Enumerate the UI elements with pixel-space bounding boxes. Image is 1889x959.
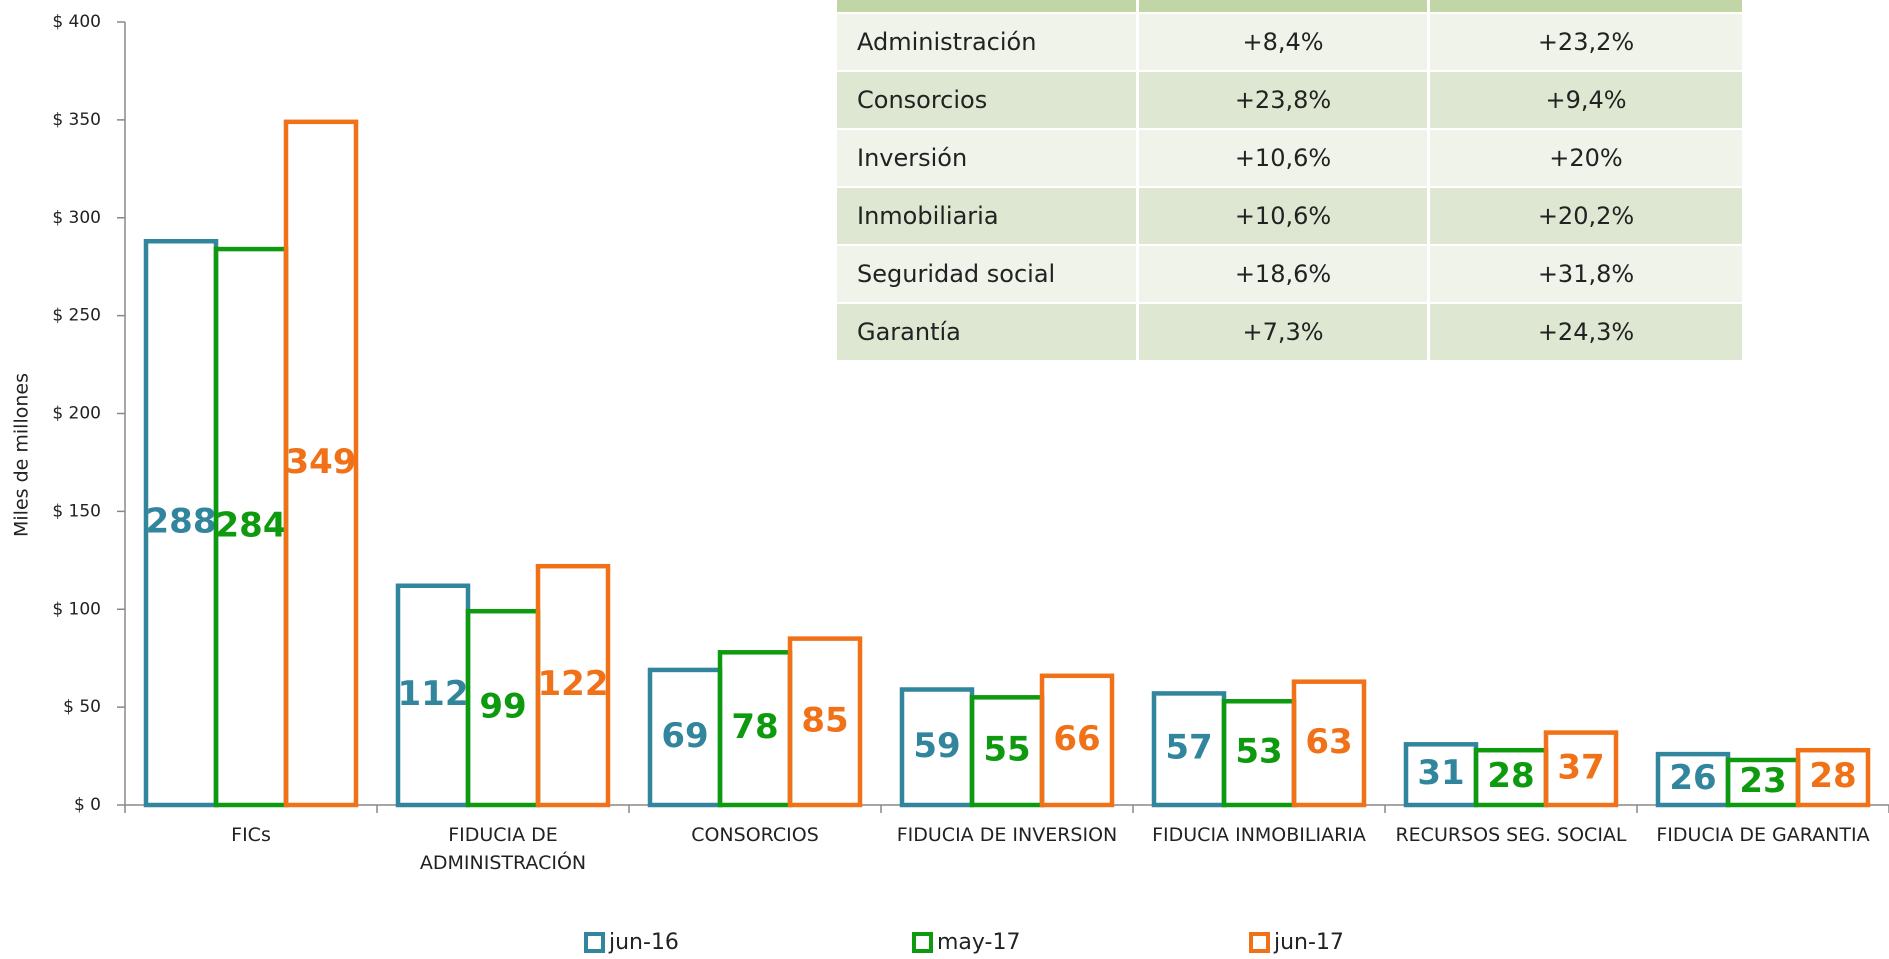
value-label: 57	[1165, 728, 1212, 768]
table-cell: +31,8%	[1430, 244, 1742, 302]
table-cell: Inmobiliaria	[837, 186, 1136, 244]
legend-item: may-17	[912, 930, 1020, 955]
legend-label: jun-16	[609, 930, 679, 955]
value-label: 69	[661, 716, 708, 756]
value-label: 28	[1809, 756, 1856, 796]
table-row: Inmobiliaria +10,6% +20,2%	[837, 186, 1742, 244]
table-cell: +23,8%	[1139, 70, 1427, 128]
y-tick-label: $ 200	[52, 404, 101, 424]
header-cell	[837, 0, 1136, 12]
y-tick-label: $ 150	[52, 501, 101, 521]
y-tick-label: $ 400	[52, 12, 101, 32]
x-tick-label: FICs	[231, 824, 271, 846]
x-tick-label: FIDUCIA INMOBILIARIA	[1152, 824, 1366, 846]
value-label: 31	[1417, 753, 1464, 793]
bar	[535, 563, 611, 808]
legend-swatch	[584, 932, 605, 953]
legend-label: jun-17	[1274, 930, 1344, 955]
value-label: 37	[1557, 747, 1604, 787]
value-label: 63	[1305, 722, 1352, 762]
x-tick-label: CONSORCIOS	[691, 824, 819, 846]
y-tick-label: $ 0	[74, 795, 101, 815]
y-tick-label: $ 100	[52, 599, 101, 619]
value-label: 78	[731, 707, 778, 747]
header-cell	[1139, 0, 1427, 12]
value-label: 59	[913, 726, 960, 766]
value-label: 66	[1053, 719, 1100, 759]
table-row: Consorcios +23,8% +9,4%	[837, 70, 1742, 128]
value-label: 23	[1739, 761, 1786, 801]
table-cell: +10,6%	[1139, 186, 1427, 244]
value-label: 112	[398, 674, 469, 714]
table-cell: +18,6%	[1139, 244, 1427, 302]
table-cell: +24,3%	[1430, 302, 1742, 360]
y-tick-label: $ 250	[52, 306, 101, 326]
legend-swatch	[912, 932, 933, 953]
legend-item: jun-16	[584, 930, 679, 955]
table-cell: +23,2%	[1430, 12, 1742, 70]
value-label: 85	[801, 700, 848, 740]
bar	[1039, 673, 1115, 808]
growth-table: Administración +8,4% +23,2% Consorcios +23,8…	[834, 0, 1745, 360]
table-row: Inversión +10,6% +20%	[837, 128, 1742, 186]
legend-swatch	[1249, 932, 1270, 953]
bar	[1543, 730, 1619, 808]
value-label: 99	[479, 687, 526, 727]
bar	[1291, 679, 1367, 808]
value-label: 284	[216, 506, 287, 546]
table-cell: +10,6%	[1139, 128, 1427, 186]
value-label: 26	[1669, 758, 1716, 798]
value-label: 288	[146, 502, 217, 542]
legend-label: may-17	[937, 930, 1021, 955]
legend-item: jun-17	[1249, 930, 1344, 955]
bar	[787, 636, 863, 808]
table-cell: Consorcios	[837, 70, 1136, 128]
table-cell: Administración	[837, 12, 1136, 70]
y-tick-label: $ 50	[63, 697, 101, 717]
y-axis-label: Miles de millones	[11, 373, 33, 537]
table-header	[837, 0, 1742, 12]
x-tick-label: FIDUCIA DE INVERSION	[896, 824, 1118, 846]
value-label: 53	[1235, 732, 1282, 772]
value-label: 28	[1487, 756, 1534, 796]
table-cell: +20,2%	[1430, 186, 1742, 244]
value-label: 55	[983, 730, 1030, 770]
table-cell: +8,4%	[1139, 12, 1427, 70]
bar	[283, 119, 359, 808]
table-cell: +9,4%	[1430, 70, 1742, 128]
x-tick-label: RECURSOS SEG. SOCIAL	[1395, 824, 1627, 846]
table-cell: Inversión	[837, 128, 1136, 186]
table-cell: +7,3%	[1139, 302, 1427, 360]
y-tick-label: $ 350	[52, 110, 101, 130]
table-cell: +20%	[1430, 128, 1742, 186]
x-tick-label: FIDUCIA DE ADMINISTRACIÓN	[419, 824, 587, 874]
bar	[1795, 747, 1871, 808]
table-cell: Seguridad social	[837, 244, 1136, 302]
value-label: 349	[286, 442, 357, 482]
header-cell	[1430, 0, 1742, 12]
table-cell: Garantía	[837, 302, 1136, 360]
value-label: 122	[538, 664, 609, 704]
table-row: Seguridad social +18,6% +31,8%	[837, 244, 1742, 302]
y-tick-label: $ 300	[52, 208, 101, 228]
x-tick-label: FIDUCIA DE GARANTIA	[1656, 824, 1870, 846]
table-row: Administración +8,4% +23,2%	[837, 12, 1742, 70]
table-row: Garantía +7,3% +24,3%	[837, 302, 1742, 360]
